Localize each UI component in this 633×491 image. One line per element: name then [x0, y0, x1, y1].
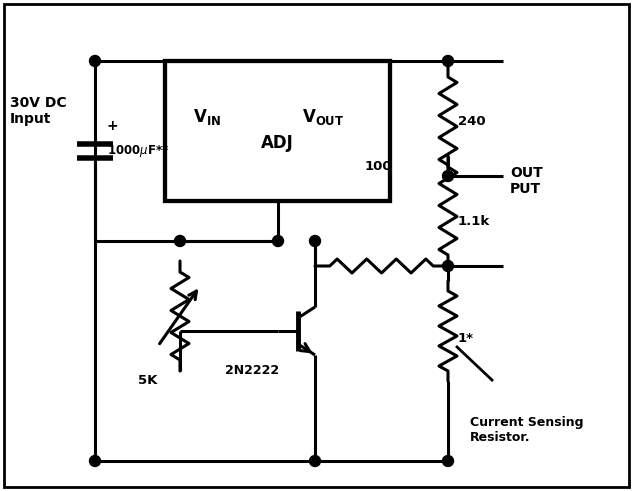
Text: V$_{\mathbf{IN}}$: V$_{\mathbf{IN}}$ [193, 107, 221, 127]
Text: 2N2222: 2N2222 [225, 364, 279, 378]
Text: OUT
PUT: OUT PUT [510, 166, 542, 196]
Text: +: + [107, 119, 118, 133]
Bar [165, 61, 390, 201]
Text: 30V DC
Input: 30V DC Input [10, 96, 66, 126]
Circle shape [442, 55, 453, 66]
Circle shape [272, 236, 284, 246]
Circle shape [310, 456, 320, 466]
Text: 1*: 1* [458, 331, 474, 345]
Text: ADJ: ADJ [261, 134, 294, 152]
Text: V$_{\mathbf{OUT}}$: V$_{\mathbf{OUT}}$ [302, 107, 344, 127]
Text: Current Sensing
Resistor.: Current Sensing Resistor. [470, 416, 584, 444]
Text: 1.1k: 1.1k [458, 215, 490, 227]
Text: 240: 240 [458, 114, 486, 128]
Circle shape [89, 456, 101, 466]
Text: 1000$\mu$F**: 1000$\mu$F** [107, 143, 169, 159]
Circle shape [310, 236, 320, 246]
Circle shape [175, 236, 185, 246]
Circle shape [442, 456, 453, 466]
Circle shape [442, 261, 453, 272]
Text: 5K: 5K [139, 375, 158, 387]
Circle shape [89, 55, 101, 66]
Circle shape [442, 170, 453, 182]
Text: 100: 100 [364, 160, 392, 173]
